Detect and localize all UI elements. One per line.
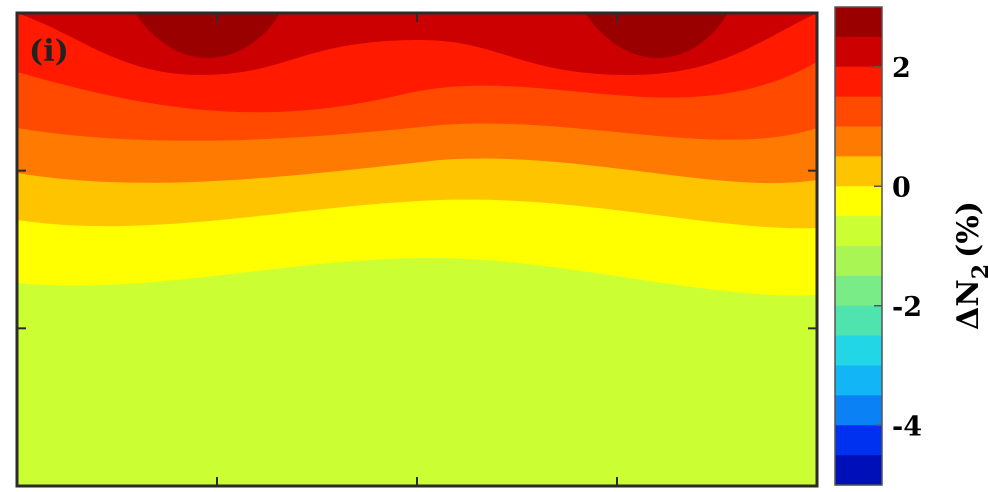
panel-label: (i): [29, 34, 69, 69]
colorbar-level: [835, 96, 882, 128]
colorbar-level: [835, 425, 882, 456]
colorbar-level: [835, 335, 882, 367]
colorbar-title-unit: (%): [951, 201, 986, 258]
colorbar-level: [835, 246, 882, 277]
colorbar-level: [835, 36, 882, 68]
colorbar-title: ΔN2 (%): [951, 201, 988, 330]
contour-plot-area: (i): [15, 11, 819, 488]
colorbar-level: [835, 365, 882, 396]
contour-bands: [17, 13, 817, 296]
colorbar-ticks: 2 0 -2 -4: [874, 53, 922, 442]
colorbar-tick-label: 0: [892, 172, 911, 203]
colorbar-level: [835, 305, 882, 337]
svg-text:ΔN2(%): ΔN2 (%): [951, 201, 988, 330]
colorbar-tick-label: -4: [892, 411, 922, 442]
colorbar-level: [835, 395, 882, 426]
colorbar-level: [835, 66, 882, 98]
colorbar: 20-2-4 ΔN2(%): [834, 6, 988, 486]
colorbar-tick-label: 2: [892, 53, 911, 84]
colorbar-level: [835, 7, 882, 38]
colorbar-level: [835, 275, 882, 307]
colorbar-level: [835, 186, 882, 217]
colorbar-level: [835, 455, 882, 486]
colorbar-frame: [834, 6, 883, 486]
colorbar-title-main: ΔN: [951, 279, 986, 330]
colorbar-level: [835, 216, 882, 247]
contour-band: [135, 13, 728, 58]
colorbar-title-subscript: 2: [968, 264, 988, 279]
colorbar-level: [835, 126, 882, 157]
axis-ticks: [17, 13, 817, 486]
colorbar-levels: [835, 7, 882, 486]
colorbar-tick-label: -2: [892, 292, 922, 323]
colorbar-level: [835, 156, 882, 187]
